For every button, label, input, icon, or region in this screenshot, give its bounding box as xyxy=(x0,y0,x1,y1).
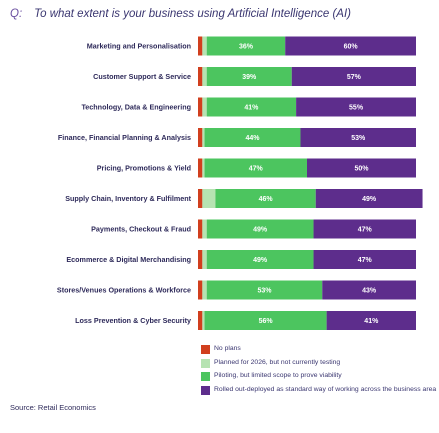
category-label: Finance, Financial Planning & Analysis xyxy=(58,133,191,142)
legend-swatch xyxy=(201,385,210,395)
data-label: 50% xyxy=(354,166,369,173)
bar-segment xyxy=(198,280,203,300)
bar-segment xyxy=(202,97,207,117)
bar-segment xyxy=(202,128,205,147)
bar-segment xyxy=(202,250,207,269)
question-prefix: Q: xyxy=(10,8,23,20)
legend-swatch xyxy=(201,372,210,381)
bar-segment xyxy=(206,97,297,117)
data-label: 44% xyxy=(245,135,260,142)
category-label: Ecommerce & Digital Merchandising xyxy=(66,255,191,264)
bar-segment xyxy=(198,189,203,208)
legend-item: Piloting, but limited scope to prove via… xyxy=(201,372,437,381)
bar-segment xyxy=(202,189,216,208)
bar-segment xyxy=(206,250,314,269)
bar-segment xyxy=(202,311,205,330)
category-label: Supply Chain, Inventory & Fulfilment xyxy=(65,194,191,203)
bar-segment xyxy=(285,36,416,56)
bar-segment xyxy=(322,280,416,300)
category-label: Customer Support & Service xyxy=(93,72,191,81)
category-label: Stores/Venues Operations & Workforce xyxy=(57,286,191,295)
legend-item: Rolled out-deployed as standard way of w… xyxy=(201,385,437,395)
data-label: 41% xyxy=(364,318,379,325)
data-label: 53% xyxy=(257,288,272,295)
bar-segment xyxy=(198,36,203,56)
category-label: Marketing and Personalisation xyxy=(87,42,191,51)
bar-segment xyxy=(202,219,207,239)
bar-segment xyxy=(202,158,205,178)
bar-segment xyxy=(313,219,416,239)
bar-segment xyxy=(198,67,203,86)
bar-segment xyxy=(206,36,286,56)
data-label: 47% xyxy=(358,257,373,264)
bar-segment xyxy=(326,311,416,330)
data-label: 41% xyxy=(244,105,259,112)
bar-segment xyxy=(204,311,327,330)
bar-segment xyxy=(300,128,416,147)
bar-segment xyxy=(215,189,316,208)
bar-segment xyxy=(202,67,207,86)
legend-label: Piloting, but limited scope to prove via… xyxy=(214,372,342,379)
question-text: To what extent is your business using Ar… xyxy=(34,8,351,20)
bar-segment xyxy=(198,97,203,117)
bar-segment xyxy=(307,158,416,178)
data-label: 47% xyxy=(249,166,264,173)
category-label: Payments, Checkout & Fraud xyxy=(91,225,191,234)
bar-segment xyxy=(315,189,423,208)
bar-segment xyxy=(204,158,307,178)
data-label: 43% xyxy=(362,288,377,295)
legend-label: Planned for 2026, but not currently test… xyxy=(214,358,341,366)
bar-segment xyxy=(198,219,203,239)
data-label: 57% xyxy=(347,74,362,81)
legend-label: Rolled out-deployed as standard way of w… xyxy=(214,385,437,393)
category-label: Pricing, Promotions & Yield xyxy=(97,164,191,173)
bar-segment xyxy=(198,311,203,330)
bar-segment xyxy=(291,67,416,86)
bar-segment xyxy=(198,158,203,178)
bar-segment xyxy=(204,128,301,147)
data-label: 60% xyxy=(344,44,359,51)
source-note: Source: Retail Economics xyxy=(10,403,96,412)
data-label: 56% xyxy=(259,318,274,325)
bar-segment xyxy=(202,36,207,56)
legend: No plans Planned for 2026, but not curren… xyxy=(201,345,437,399)
legend-swatch xyxy=(201,358,210,368)
bar-segment xyxy=(198,128,203,147)
bar-segment xyxy=(313,250,416,269)
bar-segment xyxy=(202,280,207,300)
data-label: 53% xyxy=(351,135,366,142)
bar-segment xyxy=(296,97,416,117)
data-label: 49% xyxy=(362,196,377,203)
question-title: Q: To what extent is your business using … xyxy=(10,8,430,20)
legend-label: No plans xyxy=(214,345,241,352)
bar-segment xyxy=(206,219,314,239)
data-label: 36% xyxy=(239,44,254,51)
category-label: Technology, Data & Engineering xyxy=(81,103,191,112)
legend-item: No plans xyxy=(201,345,437,354)
legend-swatch xyxy=(201,345,210,354)
bar-segment xyxy=(206,67,292,86)
legend-item: Planned for 2026, but not currently test… xyxy=(201,358,437,368)
data-label: 47% xyxy=(358,227,373,234)
data-label: 39% xyxy=(242,74,257,81)
data-label: 49% xyxy=(253,227,268,234)
stacked-bar-chart: Marketing and Personalisation 36% 60% Custo… xyxy=(57,36,423,330)
bar-segment xyxy=(198,250,203,269)
data-label: 55% xyxy=(349,105,364,112)
data-label: 46% xyxy=(259,196,274,203)
data-label: 49% xyxy=(253,257,268,264)
category-label: Loss Prevention & Cyber Security xyxy=(75,316,191,325)
bar-segment xyxy=(206,280,323,300)
